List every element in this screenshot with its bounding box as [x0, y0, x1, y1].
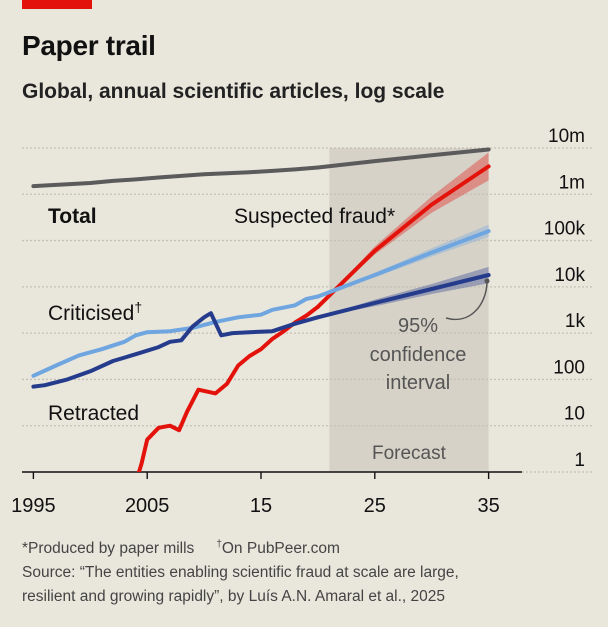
ci-annotation-dot — [484, 278, 490, 284]
retracted-line — [31, 311, 320, 389]
ci-annotation-line1: 95% — [398, 315, 438, 337]
chart-area: 10m 1m 100k 10k 1k 100 10 1 1995 2005 15 25 35 Foreca… — [11, 126, 592, 517]
criticised-ci-band — [317, 224, 489, 297]
series-label-mark: * — [387, 205, 395, 228]
y-tick-label: 1 — [574, 450, 585, 471]
chart-subtitle: Global, annual scientific articles, log … — [22, 80, 445, 103]
y-tick-label: 10m — [548, 126, 585, 147]
source-line-1: Source: “The entities enabling scientifi… — [22, 564, 459, 582]
footnote-row: *Produced by paper mills †On PubPeer.com — [22, 533, 602, 561]
x-tick-label: 2005 — [125, 495, 170, 517]
footnote-pubpeer: On PubPeer.com — [221, 540, 340, 558]
source-line-2: resilient and growing rapidly”, by Luís … — [22, 588, 446, 606]
brand-tag — [22, 0, 92, 9]
y-tick-label: 10 — [564, 404, 585, 425]
footnote-dagger: † — [216, 539, 222, 550]
y-tick-label: 100k — [544, 219, 586, 240]
series-group — [31, 147, 491, 472]
x-tick-label: 25 — [364, 495, 386, 517]
y-tick-label: 10k — [554, 265, 585, 286]
footnote-paper-mills: *Produced by paper mills — [22, 540, 195, 558]
retracted-forecast-line — [315, 273, 491, 320]
ci-annotation-line3: interval — [386, 372, 450, 394]
series-label-retracted: Retracted — [48, 402, 139, 425]
y-tick-label: 100 — [553, 357, 585, 378]
x-tick-label: 1995 — [11, 495, 56, 517]
chart-title: Paper trail — [22, 30, 156, 61]
forecast-label: Forecast — [372, 443, 447, 464]
series-label-criticised: Criticised† — [48, 299, 142, 325]
x-tick-label: 15 — [250, 495, 272, 517]
footnotes: *Produced by paper mills †On PubPeer.com … — [22, 533, 602, 609]
y-tick-label: 1k — [565, 311, 586, 332]
forecast-band — [329, 148, 489, 472]
criticised-line — [31, 294, 320, 378]
total-forecast-line — [315, 147, 491, 170]
series-label-suspected_fraud: Suspected fraud* — [234, 205, 395, 228]
y-tick-label: 1m — [559, 172, 585, 193]
ci-annotation-leader — [445, 282, 488, 321]
suspected_fraud-line — [136, 304, 320, 472]
criticised-forecast-line — [315, 229, 491, 299]
total-line — [31, 165, 320, 189]
series-label-mark: † — [134, 299, 142, 315]
ci-annotation-line2: confidence — [370, 344, 467, 366]
x-tick-label: 35 — [477, 495, 499, 517]
suspected_fraud-forecast-line — [315, 164, 491, 309]
series-label-total: Total — [48, 205, 97, 228]
